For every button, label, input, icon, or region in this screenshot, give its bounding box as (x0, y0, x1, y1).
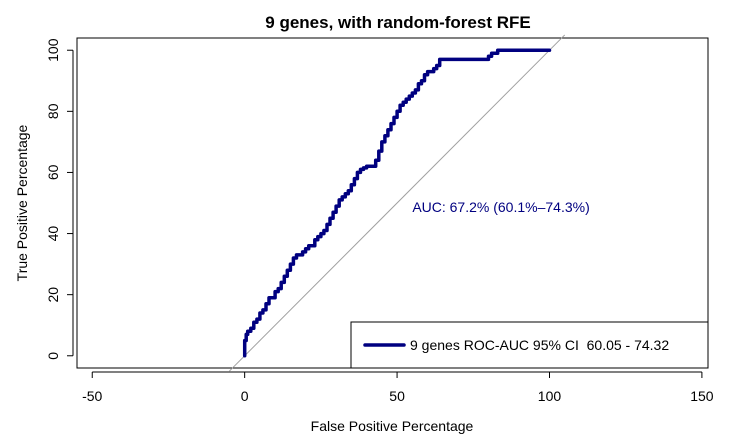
chance-diagonal-line (229, 34, 566, 372)
x-axis: -50 0 50 100 150 (82, 371, 714, 404)
x-tick-label: 0 (241, 388, 249, 404)
chart-title: 9 genes, with random-forest RFE (265, 13, 530, 32)
roc-curve-line (242, 48, 552, 358)
y-tick-label: 40 (45, 226, 61, 242)
x-tick-label: 150 (690, 388, 714, 404)
x-axis-label: False Positive Percentage (311, 418, 474, 434)
y-tick-label: 60 (45, 164, 61, 180)
y-axis-label: True Positive Percentage (14, 124, 30, 281)
auc-annotation: AUC: 67.2% (60.1%–74.3%) (412, 199, 589, 215)
x-tick-label: 100 (538, 388, 562, 404)
x-tick-label: 50 (389, 388, 405, 404)
y-axis: 0 20 40 60 80 100 (45, 38, 74, 360)
legend-entry-label: 9 genes ROC-AUC 95% CI 60.05 - 74.32 (410, 337, 669, 353)
y-tick-label: 80 (45, 103, 61, 119)
y-tick-label: 0 (45, 352, 61, 360)
plot-area (76, 37, 709, 369)
y-tick-label: 20 (45, 287, 61, 303)
x-tick-label: -50 (82, 388, 102, 404)
legend: 9 genes ROC-AUC 95% CI 60.05 - 74.32 (350, 321, 709, 369)
legend-box (350, 321, 709, 369)
y-tick-label: 100 (45, 38, 61, 62)
